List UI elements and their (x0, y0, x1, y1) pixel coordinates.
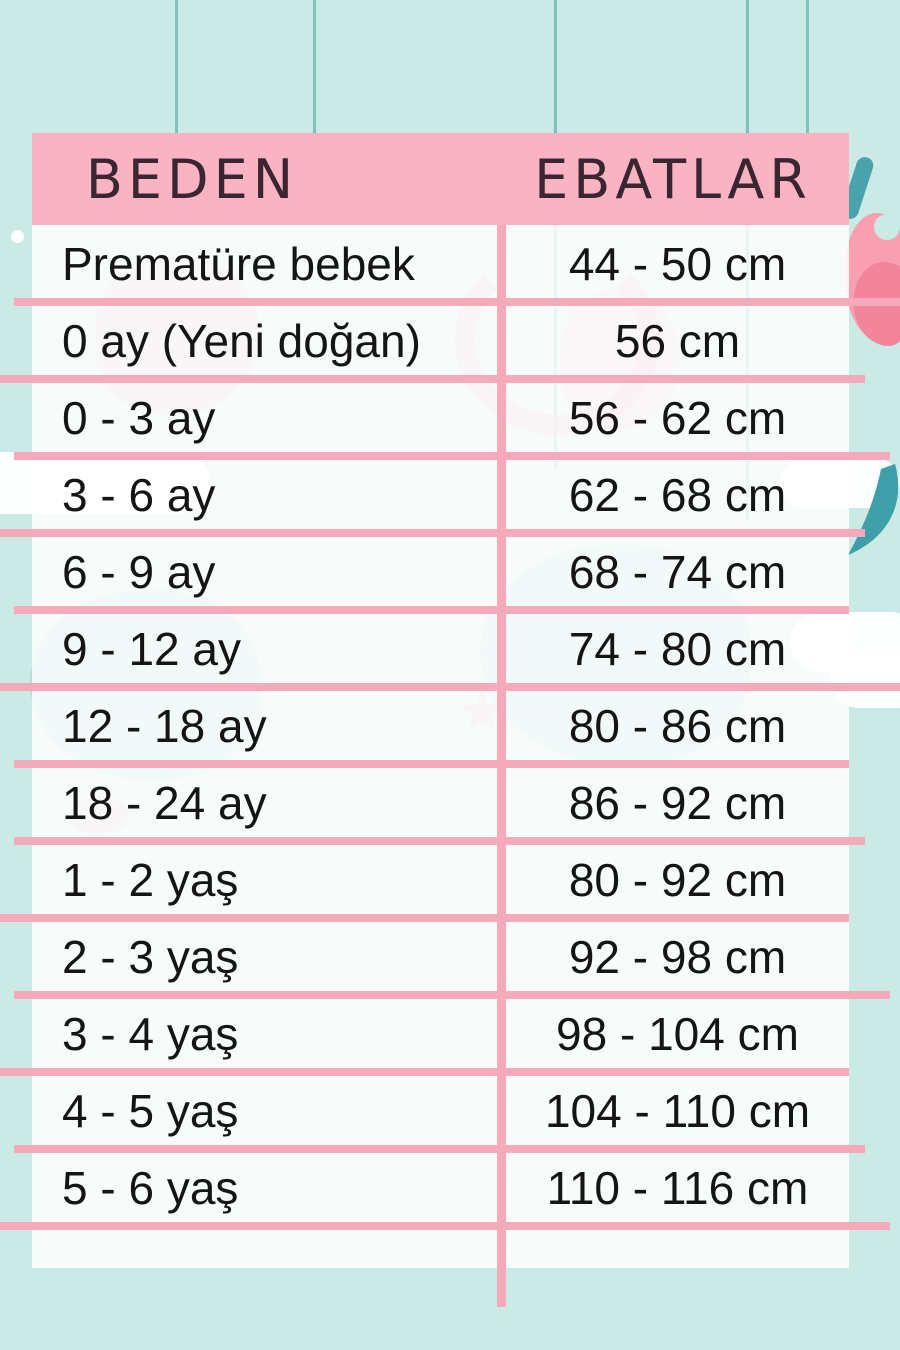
column-divider-line (497, 225, 506, 1307)
hanging-string (313, 0, 316, 135)
dimensions-cell: 104 - 110 cm (544, 1084, 811, 1137)
cloud-dot-decoration (11, 230, 24, 243)
size-cell: 0 - 3 ay (62, 391, 216, 444)
size-cell: 1 - 2 yaş (62, 853, 239, 906)
table-row: 1 - 2 yaş 80 - 92 cm (0, 841, 849, 922)
dimensions-cell: 68 - 74 cm (568, 545, 787, 598)
size-cell: 9 - 12 ay (62, 622, 241, 675)
empty-row (32, 1226, 849, 1268)
table-row: 2 - 3 yaş 92 - 98 cm (14, 918, 890, 999)
size-cell: 2 - 3 yaş (62, 930, 239, 983)
size-cell: 18 - 24 ay (62, 776, 267, 829)
table-row: 0 - 3 ay 56 - 62 cm (14, 379, 890, 460)
size-cell: 3 - 4 yaş (62, 1007, 239, 1060)
dimensions-cell: 110 - 116 cm (546, 1161, 809, 1214)
teal-crescent-decoration (848, 464, 899, 555)
dimensions-cell: 56 - 62 cm (568, 391, 787, 444)
table-row: 0 ay (Yeni doğan) 56 cm (0, 302, 865, 383)
hanging-string (175, 0, 178, 135)
table-row: 18 - 24 ay 86 - 92 cm (14, 764, 865, 845)
dimensions-cell: 56 cm (614, 314, 741, 367)
size-table: BEDEN EBATLAR Prematüre bebek 44 - 50 cm… (0, 133, 900, 1268)
table-row: 3 - 4 yaş 98 - 104 cm (0, 995, 849, 1076)
table-row: 6 - 9 ay 68 - 74 cm (14, 533, 849, 614)
table-row: 9 - 12 ay 74 - 80 cm (0, 610, 900, 691)
dimensions-cell: 44 - 50 cm (568, 237, 787, 290)
table-header: BEDEN EBATLAR (32, 133, 849, 225)
table-row: 4 - 5 yaş 104 - 110 cm (14, 1072, 865, 1153)
size-cell: 6 - 9 ay (62, 545, 216, 598)
hanging-string (806, 0, 809, 135)
table-body: Prematüre bebek 44 - 50 cm 0 ay (Yeni do… (0, 225, 900, 1230)
size-cell: 0 ay (Yeni doğan) (62, 314, 421, 367)
dimensions-cell: 86 - 92 cm (568, 776, 787, 829)
size-cell: 12 - 18 ay (62, 699, 267, 752)
pink-heart-notch (874, 214, 900, 240)
header-size-column: BEDEN (85, 147, 299, 211)
size-cell: Prematüre bebek (62, 237, 415, 290)
dimensions-cell: 80 - 92 cm (568, 853, 787, 906)
dimensions-cell: 92 - 98 cm (568, 930, 787, 983)
table-row: 5 - 6 yaş 110 - 116 cm (0, 1149, 890, 1230)
table-row: 12 - 18 ay 80 - 86 cm (14, 687, 849, 768)
dimensions-cell: 74 - 80 cm (568, 622, 787, 675)
header-dimensions-column: EBATLAR (534, 147, 812, 211)
table-row: Prematüre bebek 44 - 50 cm (14, 225, 900, 306)
dimensions-cell: 62 - 68 cm (568, 468, 787, 521)
size-cell: 4 - 5 yaş (62, 1084, 239, 1137)
size-cell: 3 - 6 ay (62, 468, 216, 521)
dimensions-cell: 98 - 104 cm (556, 1007, 799, 1060)
table-row: 3 - 6 ay 62 - 68 cm (0, 456, 865, 537)
dimensions-cell: 80 - 86 cm (568, 699, 787, 752)
size-cell: 5 - 6 yaş (62, 1161, 239, 1214)
